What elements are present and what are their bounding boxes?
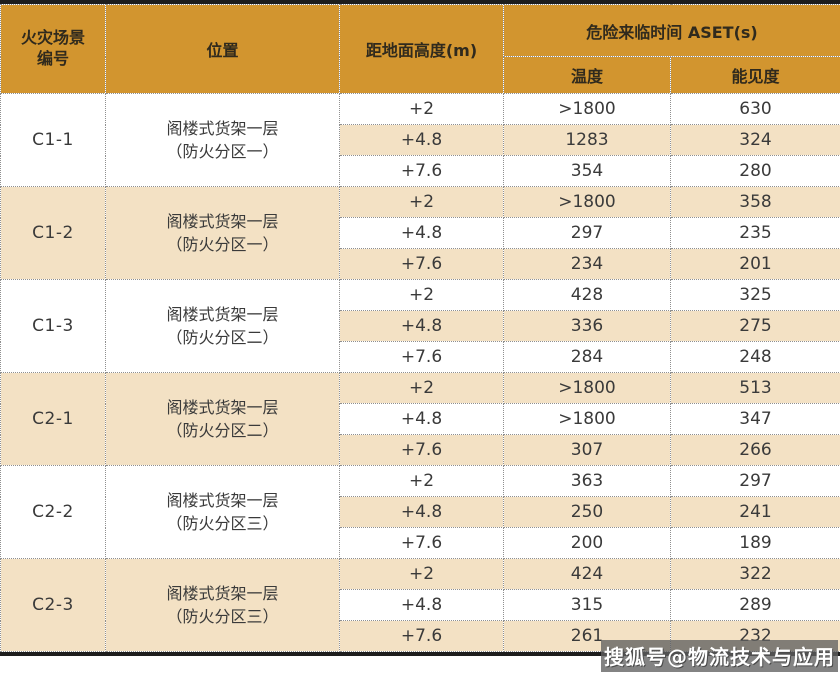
header-aset: 危险来临时间 ASET(s) — [502, 4, 840, 57]
table-row: C1-1 阁楼式货架一层 （防火分区一） +2 >1800 630 — [0, 93, 840, 187]
header-scenario-line2: 编号 — [36, 49, 69, 68]
temperature-cell: >1800 — [503, 93, 671, 125]
temperature-cell: 315 — [503, 589, 671, 621]
height-cell: +7.6 — [339, 527, 504, 559]
height-cell: +4.8 — [339, 589, 504, 621]
height-cell: +4.8 — [339, 217, 504, 249]
location-cell: 阁楼式货架一层 （防火分区二） — [105, 279, 340, 373]
height-cell: +4.8 — [339, 310, 504, 342]
location-line2: （防火分区三） — [166, 607, 279, 626]
location-cell: 阁楼式货架一层 （防火分区三） — [105, 465, 340, 559]
temperature-cell: 234 — [503, 248, 671, 280]
location-cell: 阁楼式货架一层 （防火分区二） — [105, 372, 340, 466]
visibility-cell: 289 — [669, 589, 840, 621]
watermark: 搜狐号@物流技术与应用 — [601, 640, 838, 672]
temperature-cell: 428 — [503, 279, 671, 311]
scenario-id-cell: C1-2 — [0, 186, 106, 280]
visibility-cell: 322 — [669, 558, 840, 590]
location-line1: 阁楼式货架一层 — [166, 397, 279, 417]
temperature-cell: 354 — [503, 155, 671, 187]
height-cell: +2 — [339, 558, 504, 590]
table-row: C1-3 阁楼式货架一层 （防火分区二） +2 428 325 — [0, 279, 840, 373]
visibility-cell: 325 — [669, 279, 840, 311]
visibility-cell: 324 — [669, 124, 840, 156]
location-line2: （防火分区一） — [166, 235, 279, 254]
location-line1: 阁楼式货架一层 — [166, 583, 279, 603]
visibility-cell: 266 — [669, 434, 840, 466]
height-cell: +2 — [339, 186, 504, 218]
temperature-cell: 297 — [503, 217, 671, 249]
header-location: 位置 — [105, 4, 340, 94]
location-line1: 阁楼式货架一层 — [166, 304, 279, 324]
temperature-cell: 336 — [503, 310, 671, 342]
height-cell: +4.8 — [339, 403, 504, 435]
scenario-id-cell: C2-1 — [0, 372, 106, 466]
table-row: +7.6 200 189 — [0, 527, 840, 559]
header-scenario: 火灾场景 编号 — [0, 4, 106, 94]
location-line1: 阁楼式货架一层 — [166, 211, 279, 231]
aset-table: 火灾场景 编号 位置 距地面高度(m) 危险来临时间 ASET(s) 温度 能见… — [0, 4, 840, 652]
temperature-cell: 307 — [503, 434, 671, 466]
header-visibility: 能见度 — [669, 56, 840, 94]
height-cell: +4.8 — [339, 496, 504, 528]
location-cell: 阁楼式货架一层 （防火分区三） — [105, 558, 340, 652]
temperature-cell: 363 — [503, 465, 671, 497]
temperature-cell: 1283 — [503, 124, 671, 156]
temperature-cell: 284 — [503, 341, 671, 373]
scenario-id-cell: C2-3 — [0, 558, 106, 652]
height-cell: +7.6 — [339, 341, 504, 373]
location-line1: 阁楼式货架一层 — [166, 490, 279, 510]
scenario-id-cell: C1-1 — [0, 93, 106, 187]
height-cell: +2 — [339, 279, 504, 311]
visibility-cell: 630 — [669, 93, 840, 125]
height-cell: +7.6 — [339, 620, 504, 652]
height-cell: +2 — [339, 465, 504, 497]
height-cell: +2 — [339, 93, 504, 125]
aset-table-frame: 火灾场景 编号 位置 距地面高度(m) 危险来临时间 ASET(s) 温度 能见… — [0, 0, 840, 656]
visibility-cell: 513 — [669, 372, 840, 404]
header-scenario-line1: 火灾场景 — [20, 28, 85, 48]
visibility-cell: 201 — [669, 248, 840, 280]
temperature-cell: >1800 — [503, 186, 671, 218]
location-line2: （防火分区三） — [166, 514, 279, 533]
temperature-cell: 200 — [503, 527, 671, 559]
temperature-cell: 250 — [503, 496, 671, 528]
location-line2: （防火分区二） — [166, 421, 279, 440]
location-cell: 阁楼式货架一层 （防火分区一） — [105, 186, 340, 280]
location-cell: 阁楼式货架一层 （防火分区一） — [105, 93, 340, 187]
temperature-cell: >1800 — [503, 403, 671, 435]
height-cell: +7.6 — [339, 248, 504, 280]
table-row: C1-2 阁楼式货架一层 （防火分区一） +2 >1800 358 — [0, 186, 840, 280]
temperature-cell: 424 — [503, 558, 671, 590]
temperature-cell: >1800 — [503, 372, 671, 404]
visibility-cell: 347 — [669, 403, 840, 435]
height-cell: +7.6 — [339, 434, 504, 466]
table-row: C2-3 阁楼式货架一层 （防火分区三） +2 424 322 — [0, 558, 840, 652]
table-row: C2-1 阁楼式货架一层 （防火分区二） +2 >1800 513 — [0, 372, 840, 466]
scenario-id-cell: C1-3 — [0, 279, 106, 373]
visibility-cell: 297 — [669, 465, 840, 497]
height-cell: +4.8 — [339, 124, 504, 156]
visibility-cell: 241 — [669, 496, 840, 528]
scenario-id-cell: C2-2 — [0, 465, 106, 559]
height-cell: +7.6 — [339, 155, 504, 187]
location-line2: （防火分区二） — [166, 328, 279, 347]
location-line2: （防火分区一） — [166, 142, 279, 161]
location-line1: 阁楼式货架一层 — [166, 118, 279, 138]
header-temperature: 温度 — [503, 56, 671, 94]
visibility-cell: 189 — [669, 527, 840, 559]
header-height: 距地面高度(m) — [339, 4, 504, 94]
visibility-cell: 280 — [669, 155, 840, 187]
table-row: C2-2 阁楼式货架一层 （防火分区三） +2 363 297 — [0, 465, 840, 559]
visibility-cell: 235 — [669, 217, 840, 249]
visibility-cell: 275 — [669, 310, 840, 342]
height-cell: +2 — [339, 372, 504, 404]
visibility-cell: 248 — [669, 341, 840, 373]
header-row-top: 火灾场景 编号 位置 距地面高度(m) 危险来临时间 ASET(s) — [0, 4, 840, 94]
visibility-cell: 358 — [669, 186, 840, 218]
